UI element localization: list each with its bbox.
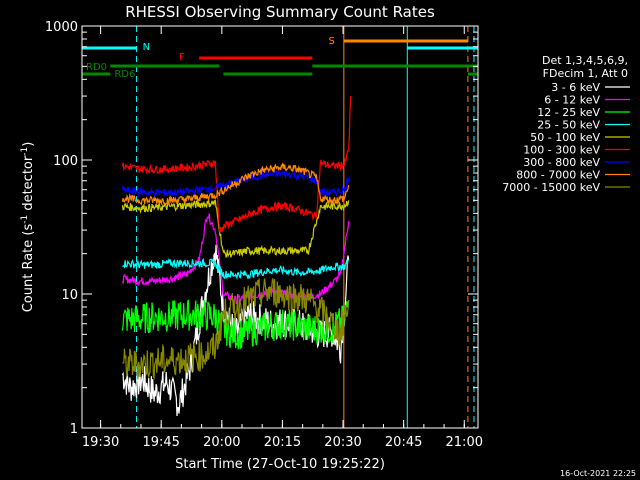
x-tick-label-3: 20:15 (264, 435, 301, 450)
footer-timestamp: 16-Oct-2021 22:25 (560, 469, 636, 478)
flag-label-0: N (143, 42, 150, 53)
x-tick-label-4: 20:30 (324, 435, 361, 450)
legend-label-6: 300 - 800 keV (523, 156, 600, 169)
x-tick-label-6: 21:00 (446, 435, 483, 450)
legend-label-8: 7000 - 15000 keV (502, 181, 600, 194)
x-tick-label-0: 19:30 (82, 435, 119, 450)
y-tick-label-3: 1000 (45, 20, 78, 35)
x-axis-label: Start Time (27-Oct-10 19:25:22) (175, 457, 385, 472)
x-tick-label-1: 19:45 (142, 435, 179, 450)
series-line-3 (122, 257, 349, 281)
legend-label-4: 50 - 100 keV (530, 131, 600, 144)
flag-label-3: RD0 (86, 62, 107, 73)
series-lines (121, 96, 352, 417)
y-axis-ticks: 1 10 100 1000 (45, 20, 478, 437)
flag-label-1: F (179, 52, 185, 63)
legend-label-3: 25 - 50 keV (537, 119, 600, 132)
y-tick-label-1: 10 (61, 288, 78, 303)
legend-header-0: Det 1,3,4,5,6,9, (542, 54, 628, 67)
legend-label-7: 800 - 7000 keV (516, 169, 600, 182)
x-tick-label-2: 20:00 (203, 435, 240, 450)
legend-label-2: 12 - 25 keV (537, 106, 600, 119)
x-tick-label-5: 20:45 (385, 435, 422, 450)
series-line-8 (122, 278, 350, 380)
series-line-7 (121, 162, 350, 206)
series-line-5 (121, 96, 352, 233)
plot-frame (81, 25, 479, 429)
legend-label-1: 6 - 12 keV (544, 94, 600, 107)
y-tick-label-0: 1 (70, 422, 78, 437)
y-axis-label: Count Rate (s-1 detector-1) (20, 142, 36, 313)
flag-bars: N F S RD0 RD6 (82, 36, 478, 80)
series-line-2 (121, 299, 350, 350)
x-axis-ticks: 19:30 19:45 20:00 20:15 20:30 20:45 21:00 (82, 26, 483, 450)
chart-title: RHESSI Observing Summary Count Rates (125, 3, 435, 21)
series-line-6 (121, 169, 350, 198)
legend-label-5: 100 - 300 keV (523, 144, 600, 157)
legend: Det 1,3,4,5,6,9,FDecim 1, Att 03 - 6 keV… (502, 54, 630, 194)
series-line-4 (121, 199, 350, 259)
flag-label-2: S (328, 36, 334, 47)
legend-label-0: 3 - 6 keV (551, 81, 600, 94)
legend-header-1: FDecim 1, Att 0 (543, 67, 628, 80)
flag-label-4: RD6 (114, 69, 135, 80)
y-tick-label-2: 100 (53, 154, 78, 169)
